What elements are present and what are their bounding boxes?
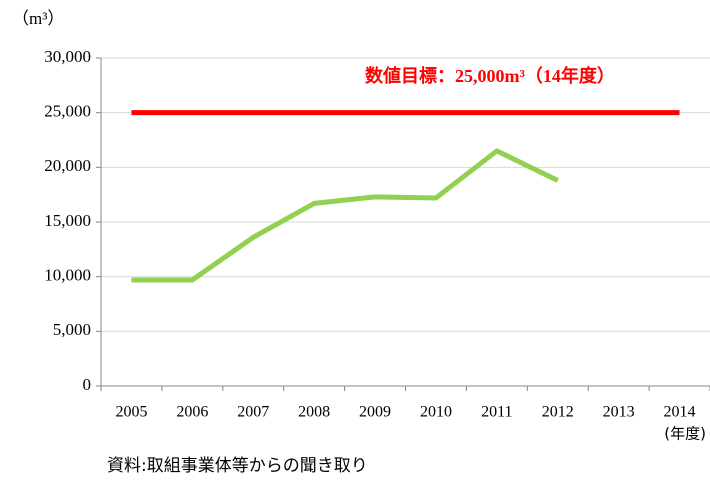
y-tick-label: 20,000 (44, 156, 91, 175)
y-tick-label: 5,000 (53, 320, 91, 339)
x-tick-label: 2011 (481, 404, 512, 421)
y-tick-label: 10,000 (44, 266, 91, 285)
x-tick-label: 2006 (176, 404, 208, 421)
x-tick-label: 2010 (420, 404, 452, 421)
x-tick-label: 2009 (359, 404, 391, 421)
annotation: 数値目標：25,000m³（14年度） (365, 65, 615, 86)
x-axis-label: (年度) (664, 425, 706, 443)
y-tick-label: 25,000 (44, 102, 91, 121)
x-tick-label: 2013 (603, 404, 635, 421)
x-tick-label: 2012 (542, 404, 574, 421)
y-tick-label: 15,000 (44, 211, 91, 230)
x-tick-label: 2008 (298, 404, 330, 421)
x-tick-label: 2005 (115, 404, 147, 421)
series-line (131, 148, 559, 283)
x-tick-label: 2007 (237, 404, 269, 421)
y-axis-label: （m³） (12, 9, 64, 28)
y-tick-label: 0 (83, 375, 92, 394)
x-tick-label: 2014 (664, 404, 696, 421)
y-tick-label: 30,000 (44, 47, 91, 66)
source: 資料:取組事業体等からの聞き取り (107, 456, 368, 476)
